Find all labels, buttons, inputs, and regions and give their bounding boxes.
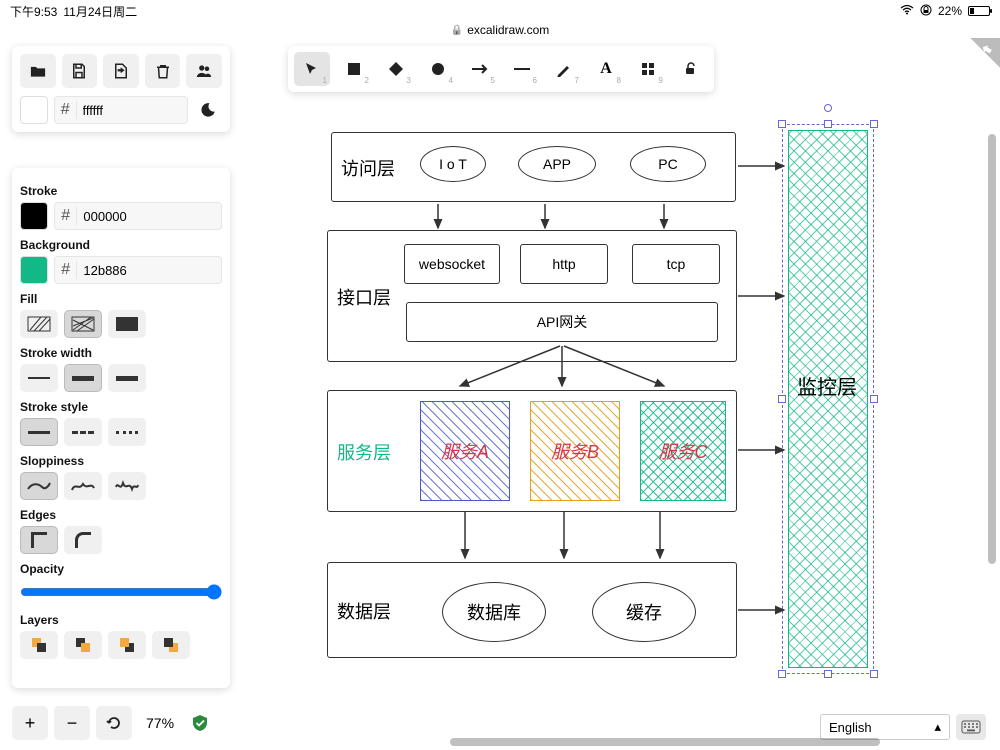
battery-pct: 22% xyxy=(938,4,962,18)
data-item-1[interactable]: 缓存 xyxy=(592,582,696,642)
layer-label-service: 服务层 xyxy=(337,439,391,465)
arrow[interactable] xyxy=(732,444,790,456)
access-item-0[interactable]: I o T xyxy=(420,146,486,182)
arrow[interactable] xyxy=(732,290,790,302)
access-item-1[interactable]: APP xyxy=(518,146,596,182)
interface-item-1[interactable]: http xyxy=(520,244,608,284)
canvas[interactable]: 访问层 I o T APP PC 接口层 websocket httptcp API网关服务层… xyxy=(0,38,1000,750)
selection-outline xyxy=(782,124,874,674)
selection-handle[interactable] xyxy=(870,395,878,403)
selection-handle[interactable] xyxy=(778,120,786,128)
status-date: 11月24日周二 xyxy=(63,3,137,20)
selection-handle[interactable] xyxy=(870,670,878,678)
rotation-handle[interactable] xyxy=(824,104,832,112)
status-time: 下午9:53 xyxy=(10,3,57,20)
interface-item-3[interactable]: API网关 xyxy=(406,302,718,342)
arrow[interactable] xyxy=(732,160,790,172)
orientation-lock-icon xyxy=(920,4,932,19)
service-item-1[interactable]: 服务B xyxy=(530,401,620,501)
battery-icon xyxy=(968,6,990,16)
wifi-icon xyxy=(900,4,914,18)
selection-handle[interactable] xyxy=(778,670,786,678)
arrow[interactable] xyxy=(654,506,666,564)
interface-item-0[interactable]: websocket xyxy=(404,244,500,284)
arrow[interactable] xyxy=(432,198,444,234)
interface-item-2[interactable]: tcp xyxy=(632,244,720,284)
data-item-0[interactable]: 数据库 xyxy=(442,582,546,642)
arrow[interactable] xyxy=(459,506,471,564)
arrow[interactable] xyxy=(454,340,566,392)
arrow[interactable] xyxy=(539,198,551,234)
layer-label-access: 访问层 xyxy=(341,155,395,181)
layer-label-data: 数据层 xyxy=(337,598,391,624)
selection-handle[interactable] xyxy=(870,120,878,128)
browser-urlbar: 🔒 excalidraw.com xyxy=(0,22,1000,38)
selection-handle[interactable] xyxy=(824,120,832,128)
lock-icon: 🔒 xyxy=(451,25,463,36)
arrow[interactable] xyxy=(732,604,790,616)
access-item-2[interactable]: PC xyxy=(630,146,706,182)
arrow[interactable] xyxy=(658,198,670,234)
ipad-statusbar: 下午9:53 11月24日周二 22% xyxy=(0,0,1000,22)
selection-handle[interactable] xyxy=(824,670,832,678)
arrow[interactable] xyxy=(558,340,670,392)
service-item-2[interactable]: 服务C xyxy=(640,401,726,501)
selection-handle[interactable] xyxy=(778,395,786,403)
url-text: excalidraw.com xyxy=(467,23,549,37)
service-item-0[interactable]: 服务A xyxy=(420,401,510,501)
arrow[interactable] xyxy=(558,506,570,564)
layer-label-interface: 接口层 xyxy=(337,284,391,310)
